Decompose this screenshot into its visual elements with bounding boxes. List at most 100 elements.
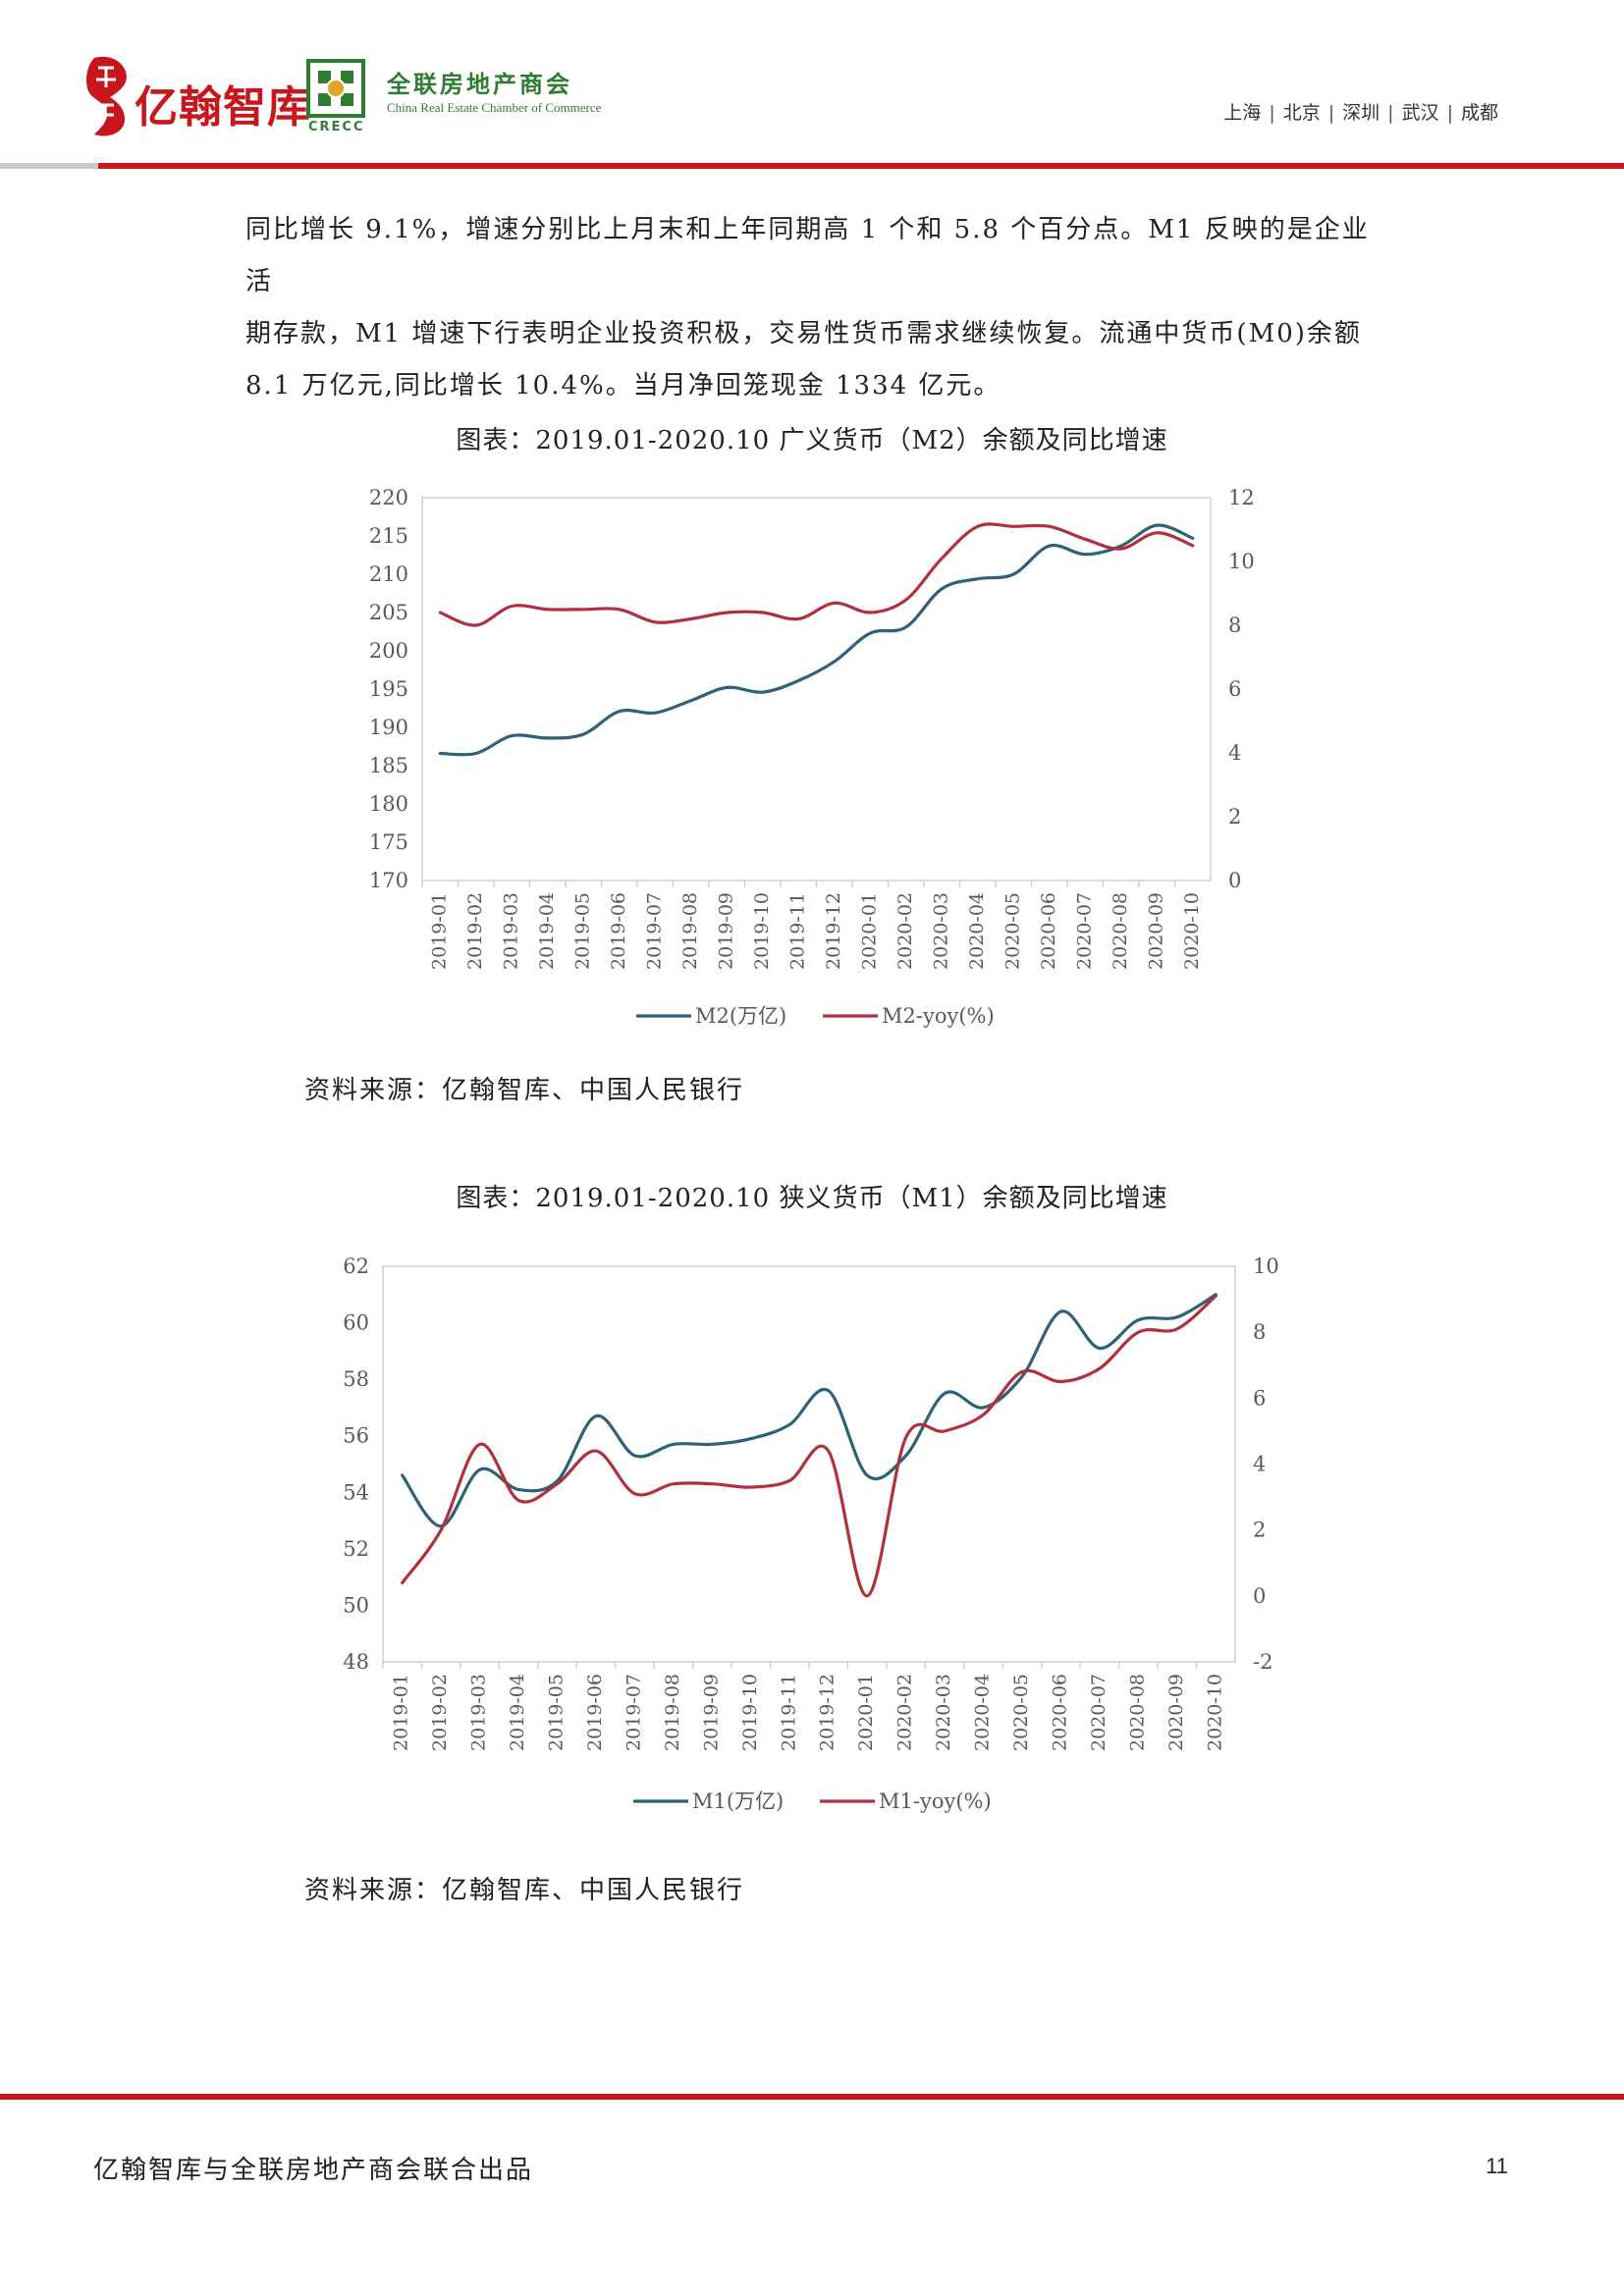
y-right-tick-label: 8 <box>1253 1320 1266 1344</box>
y-right-tick-label: 10 <box>1253 1255 1279 1278</box>
y-right-tick-label: 12 <box>1228 486 1255 509</box>
data-point <box>1099 1368 1100 1369</box>
x-tick-label: 2019-08 <box>662 1674 683 1751</box>
data-point <box>905 1455 906 1456</box>
y-left-tick-label: 48 <box>343 1650 369 1674</box>
data-point <box>479 1469 480 1470</box>
crecc-logo: 全联房地产商会 China Real Estate Chamber of Com… <box>306 59 640 137</box>
y-left-tick-label: 220 <box>369 486 408 509</box>
y-right-tick-label: 0 <box>1228 869 1241 892</box>
y-right-tick-label: -2 <box>1253 1650 1272 1674</box>
y-left-tick-label: 54 <box>343 1480 369 1504</box>
series-line-yoy <box>403 1296 1217 1596</box>
x-tick-label: 2020-05 <box>1001 892 1023 970</box>
data-point <box>655 621 656 622</box>
x-tick-label: 2020-02 <box>894 892 916 970</box>
data-point <box>944 1393 945 1394</box>
x-tick-label: 2020-09 <box>1165 1674 1187 1751</box>
legend-label: M1-yoy(%) <box>879 1789 992 1813</box>
data-point <box>440 753 441 754</box>
y-left-tick-label: 62 <box>343 1255 369 1278</box>
x-tick-label: 2019-09 <box>700 1674 722 1751</box>
footer-rule <box>0 2094 1624 2100</box>
data-point <box>798 618 799 619</box>
legend-label: M2(万亿) <box>695 1004 786 1028</box>
y-left-tick-label: 205 <box>369 601 408 624</box>
data-point <box>1176 1316 1177 1317</box>
data-point <box>402 1582 403 1583</box>
m2-chart: 170 175 180 185 190 195 200 205 210 215 220 0 2 4 6 8 10… <box>0 471 1624 1060</box>
y-left-tick-label: 185 <box>369 754 408 777</box>
data-point <box>1176 1328 1177 1329</box>
x-tick-label: 2019-10 <box>739 1674 761 1751</box>
city-list: 上海 | 北京 | 深圳 | 武汉 | 成都 <box>1223 98 1498 125</box>
x-tick-label: 2019-01 <box>391 1674 412 1751</box>
x-tick-label: 2019-01 <box>428 892 450 970</box>
y-left-tick-label: 50 <box>343 1593 369 1617</box>
data-point <box>1120 546 1121 547</box>
data-point <box>547 609 548 610</box>
yihan-logo-name: 亿翰智库 <box>135 72 311 134</box>
yihan-logo-mark-icon <box>81 54 132 138</box>
y-right-tick-label: 10 <box>1228 550 1255 573</box>
data-point <box>977 578 978 579</box>
y-left-tick-label: 52 <box>343 1537 369 1561</box>
data-point <box>583 733 584 734</box>
legend-label: M1(万亿) <box>692 1789 784 1813</box>
x-tick-label: 2020-05 <box>1010 1674 1032 1751</box>
data-point <box>727 612 728 613</box>
data-point <box>512 735 513 736</box>
crecc-emblem-icon <box>306 59 365 118</box>
y-right-tick-label: 2 <box>1228 805 1241 828</box>
data-point <box>1049 526 1050 527</box>
series-line-balance <box>403 1295 1217 1526</box>
data-point <box>983 1407 984 1408</box>
y-left-tick-label: 58 <box>343 1367 369 1391</box>
data-point <box>634 1493 635 1494</box>
data-point <box>547 737 548 738</box>
data-point <box>475 624 476 625</box>
y-left-tick-label: 195 <box>369 677 408 701</box>
data-point <box>834 603 835 604</box>
x-tick-label: 2019-04 <box>536 892 558 970</box>
data-point <box>1138 1332 1139 1333</box>
x-tick-label: 2020-04 <box>972 1674 994 1751</box>
x-tick-label: 2020-08 <box>1126 1674 1148 1751</box>
plot-area-border <box>383 1266 1235 1662</box>
x-tick-label: 2019-07 <box>623 1674 644 1751</box>
data-point <box>750 1486 751 1487</box>
header-rule-red <box>98 163 1624 169</box>
data-point <box>673 1483 674 1484</box>
data-point <box>402 1474 403 1475</box>
data-point <box>1099 1348 1100 1349</box>
data-point <box>1060 1310 1061 1311</box>
body-paragraph: 同比增长 9.1%，增速分别比上月末和上年同期高 1 个和 5.8 个百分点。M… <box>245 204 1384 412</box>
data-point <box>673 1444 674 1445</box>
data-point <box>1192 545 1193 546</box>
data-point <box>1157 532 1158 533</box>
data-point <box>1157 524 1158 525</box>
data-point <box>690 618 691 619</box>
data-point <box>690 700 691 701</box>
y-right-tick-label: 4 <box>1253 1453 1266 1476</box>
data-point <box>944 1430 945 1431</box>
x-tick-label: 2020-03 <box>933 1674 954 1751</box>
data-point <box>905 1437 906 1438</box>
y-right-tick-label: 6 <box>1253 1386 1266 1410</box>
data-point <box>1021 1371 1022 1372</box>
data-point <box>1021 1376 1022 1377</box>
m1-chart: 48 50 52 54 56 58 60 62 -2 0 2 4 6 8 10 2019-01 2019-02 2… <box>0 1237 1624 1836</box>
data-point <box>479 1444 480 1445</box>
data-point <box>557 1483 558 1484</box>
x-tick-label: 2020-06 <box>1038 892 1059 970</box>
data-point <box>1049 546 1050 547</box>
y-left-tick-label: 170 <box>369 869 408 892</box>
city-shenzhen: 深圳 <box>1342 102 1380 124</box>
data-point <box>1085 539 1086 540</box>
x-tick-label: 2019-12 <box>823 892 844 970</box>
x-tick-label: 2020-09 <box>1145 892 1166 970</box>
data-point <box>750 1438 751 1439</box>
y-right-tick-label: 6 <box>1228 677 1241 701</box>
y-left-tick-label: 56 <box>343 1424 369 1448</box>
x-tick-label: 2020-06 <box>1049 1674 1070 1751</box>
